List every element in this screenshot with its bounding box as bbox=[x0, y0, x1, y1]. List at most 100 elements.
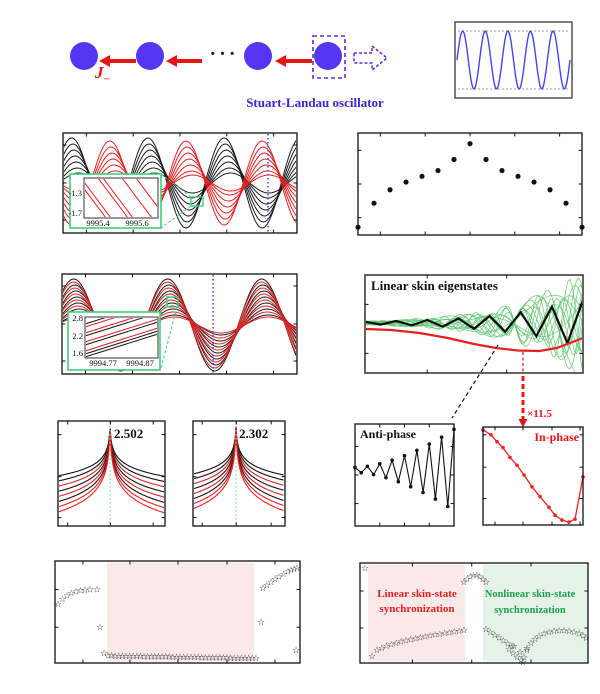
star-marker: ☆ bbox=[482, 578, 490, 588]
star-marker: ☆ bbox=[275, 573, 283, 583]
star-marker: ☆ bbox=[473, 571, 481, 581]
star-marker: ☆ bbox=[582, 634, 590, 644]
linear-sync-label-line2: synchronization bbox=[379, 603, 455, 615]
star-marker: ☆ bbox=[513, 653, 521, 663]
data-point bbox=[467, 141, 473, 147]
panel-d-zoom-region bbox=[166, 296, 179, 308]
oscillator-node bbox=[244, 42, 272, 70]
star-marker: ☆ bbox=[227, 654, 235, 664]
star-marker: ☆ bbox=[259, 584, 267, 594]
data-point bbox=[547, 187, 553, 193]
star-marker: ☆ bbox=[187, 653, 195, 663]
sync-region-shade bbox=[106, 562, 254, 662]
star-marker: ☆ bbox=[523, 644, 531, 654]
panel-b-waveforms bbox=[62, 132, 298, 234]
panel-d-inset-ytick-mid: 2.2 bbox=[72, 331, 83, 341]
star-marker: ☆ bbox=[499, 637, 507, 647]
star-marker: ☆ bbox=[555, 627, 563, 637]
star-marker: ☆ bbox=[531, 635, 539, 645]
panel-d-inset-xtick-left: 9994.77 bbox=[89, 358, 117, 368]
star-marker: ☆ bbox=[237, 654, 245, 664]
star-marker: ☆ bbox=[147, 652, 155, 662]
star-marker: ☆ bbox=[126, 652, 134, 662]
star-marker: ☆ bbox=[86, 586, 94, 596]
data-point bbox=[451, 156, 457, 163]
star-marker: ☆ bbox=[287, 566, 295, 576]
panel-g-peak-value: 2.302 bbox=[239, 426, 269, 441]
star-marker: ☆ bbox=[460, 578, 468, 588]
star-marker: ☆ bbox=[383, 642, 391, 652]
panel-f-spectrum bbox=[57, 420, 166, 527]
panel-b-inset-ytick-bottom: -1.7 bbox=[68, 208, 82, 218]
panel-f-peak-value: 2.502 bbox=[114, 426, 144, 441]
star-marker: ☆ bbox=[54, 600, 62, 610]
star-marker: ☆ bbox=[486, 628, 494, 638]
sync-region-shade bbox=[367, 564, 465, 662]
data-point bbox=[515, 173, 521, 179]
panel-b-inset-xtick-left: 9995.4 bbox=[86, 218, 110, 228]
star-marker: ☆ bbox=[560, 627, 568, 637]
star-marker: ☆ bbox=[463, 575, 471, 585]
star-marker: ☆ bbox=[248, 654, 256, 664]
oscillator-node bbox=[70, 42, 98, 70]
data-point bbox=[499, 167, 505, 174]
star-marker: ☆ bbox=[115, 652, 123, 662]
coupling-symbol: J bbox=[95, 63, 104, 82]
star-marker: ☆ bbox=[387, 640, 395, 650]
star-marker: ☆ bbox=[504, 639, 512, 649]
data-point bbox=[419, 173, 425, 179]
star-marker: ☆ bbox=[154, 653, 162, 663]
star-marker: ☆ bbox=[162, 653, 170, 663]
star-marker: ☆ bbox=[165, 653, 173, 663]
data-point bbox=[435, 167, 441, 174]
star-marker: ☆ bbox=[445, 628, 453, 638]
panel-i-inphase-profile bbox=[481, 426, 585, 526]
star-marker: ☆ bbox=[67, 589, 75, 599]
star-marker: ☆ bbox=[284, 568, 292, 578]
star-marker: ☆ bbox=[455, 627, 463, 637]
star-marker: ☆ bbox=[172, 653, 180, 663]
in-phase-label: In-phase bbox=[534, 430, 579, 444]
star-marker: ☆ bbox=[63, 592, 71, 602]
star-marker: ☆ bbox=[59, 595, 67, 605]
star-marker: ☆ bbox=[416, 633, 424, 643]
star-marker: ☆ bbox=[491, 631, 499, 641]
nonlinear-sync-label-line2: synchronization bbox=[494, 605, 566, 616]
star-marker: ☆ bbox=[397, 638, 405, 648]
star-marker: ☆ bbox=[527, 639, 535, 649]
star-marker: ☆ bbox=[209, 653, 217, 663]
star-marker: ☆ bbox=[516, 648, 524, 658]
star-marker: ☆ bbox=[545, 628, 553, 638]
anti-phase-label: Anti-phase bbox=[360, 427, 417, 441]
panel-b-inset-ytick-top: -1.3 bbox=[68, 188, 82, 198]
star-marker: ☆ bbox=[508, 642, 516, 652]
star-marker: ☆ bbox=[509, 649, 517, 659]
star-marker: ☆ bbox=[198, 653, 206, 663]
star-marker: ☆ bbox=[111, 652, 119, 662]
star-marker: ☆ bbox=[570, 628, 578, 638]
star-marker: ☆ bbox=[81, 586, 89, 596]
left-arrow-icon bbox=[166, 55, 177, 67]
star-marker: ☆ bbox=[550, 627, 558, 637]
star-marker: ☆ bbox=[523, 646, 531, 656]
star-marker: ☆ bbox=[361, 564, 369, 574]
star-marker: ☆ bbox=[76, 587, 84, 597]
star-marker: ☆ bbox=[180, 653, 188, 663]
star-marker: ☆ bbox=[579, 632, 587, 642]
star-marker: ☆ bbox=[421, 632, 429, 642]
star-marker: ☆ bbox=[510, 642, 518, 652]
panel-d-inset-ytick-top: 2.8 bbox=[72, 313, 83, 323]
star-marker: ☆ bbox=[219, 654, 227, 664]
star-marker: ☆ bbox=[412, 634, 420, 644]
panel-d-inset-ytick-bottom: 1.6 bbox=[72, 348, 83, 358]
star-marker: ☆ bbox=[201, 653, 209, 663]
left-arrow-icon bbox=[275, 55, 286, 67]
star-marker: ☆ bbox=[245, 654, 253, 664]
nonlinear-sync-label-line1: Nonlinear skin-state bbox=[484, 589, 576, 600]
star-marker: ☆ bbox=[169, 653, 177, 663]
data-point bbox=[531, 179, 537, 185]
star-marker: ☆ bbox=[535, 632, 543, 642]
star-marker: ☆ bbox=[373, 646, 381, 656]
